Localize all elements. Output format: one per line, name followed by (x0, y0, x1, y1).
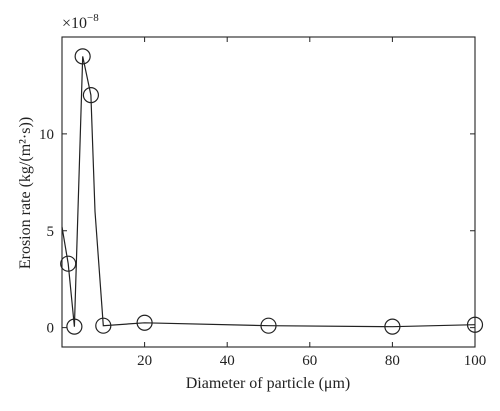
data-point (384, 318, 401, 335)
x-tick-label: 40 (220, 353, 235, 369)
axis-ticks: 20 40 60 80 100 0 5 10 (39, 37, 486, 369)
axes-frame (61, 36, 476, 348)
data-point (260, 317, 277, 334)
data-point (74, 48, 91, 65)
data-point (136, 314, 153, 331)
data-point (82, 87, 100, 104)
y-multiplier-base: ×10 (62, 15, 87, 32)
y-tick-label: 0 (47, 321, 55, 337)
y-multiplier: ×10−8 (62, 12, 99, 32)
data-point (60, 255, 77, 272)
y-tick-label: 10 (39, 127, 54, 143)
data-point (95, 317, 112, 334)
series-line (61, 56, 476, 328)
y-axis-label: Erosion rate (kg/(m²·s)) (17, 117, 34, 269)
y-tick-label: 5 (47, 224, 55, 240)
x-tick-label: 20 (137, 353, 152, 369)
x-axis-label: Diameter of particle (μm) (186, 375, 351, 392)
y-multiplier-exponent: −8 (87, 12, 99, 24)
plot-area (60, 48, 484, 335)
data-point (66, 318, 83, 335)
x-tick-label: 60 (302, 353, 317, 369)
series-markers (60, 48, 484, 335)
x-tick-label: 100 (464, 353, 487, 369)
x-tick-label: 80 (385, 353, 400, 369)
